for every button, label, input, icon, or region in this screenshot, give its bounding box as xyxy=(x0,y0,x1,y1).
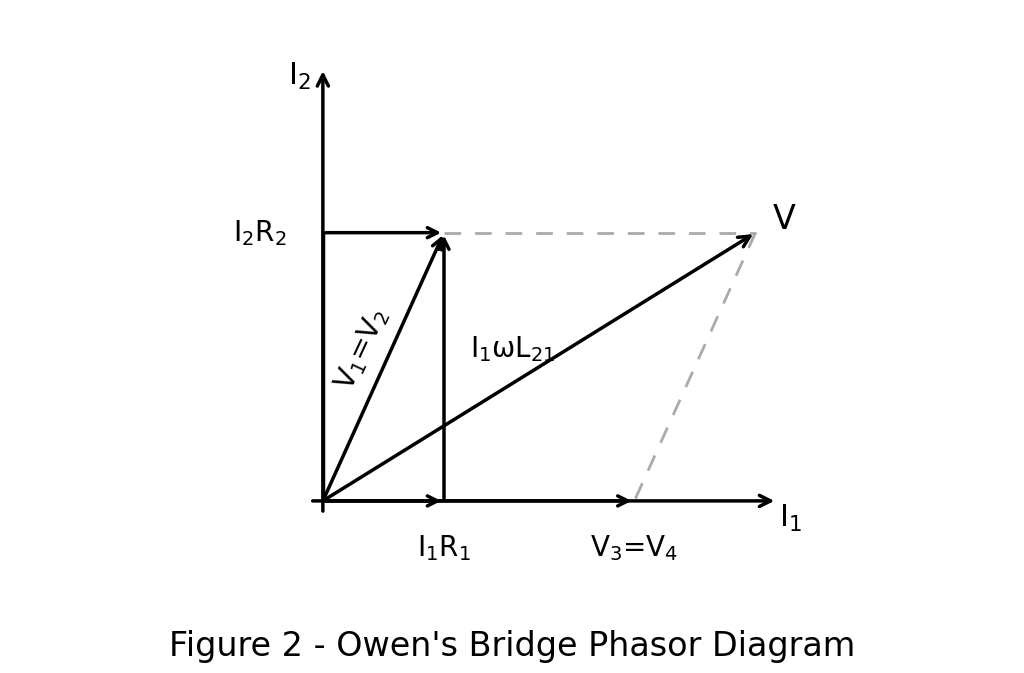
Text: I$_1$R$_1$: I$_1$R$_1$ xyxy=(417,534,471,563)
Text: V$_3$=V$_4$: V$_3$=V$_4$ xyxy=(590,534,679,563)
Text: I$_2$R$_2$: I$_2$R$_2$ xyxy=(232,218,286,248)
Text: I$_1$ωL$_{21}$: I$_1$ωL$_{21}$ xyxy=(470,334,556,364)
Text: V$_1$=V$_2$: V$_1$=V$_2$ xyxy=(330,304,394,395)
Text: Figure 2 - Owen's Bridge Phasor Diagram: Figure 2 - Owen's Bridge Phasor Diagram xyxy=(169,629,855,663)
Text: I$_1$: I$_1$ xyxy=(778,503,802,534)
Text: I$_2$: I$_2$ xyxy=(288,61,310,92)
Text: V: V xyxy=(773,203,796,236)
